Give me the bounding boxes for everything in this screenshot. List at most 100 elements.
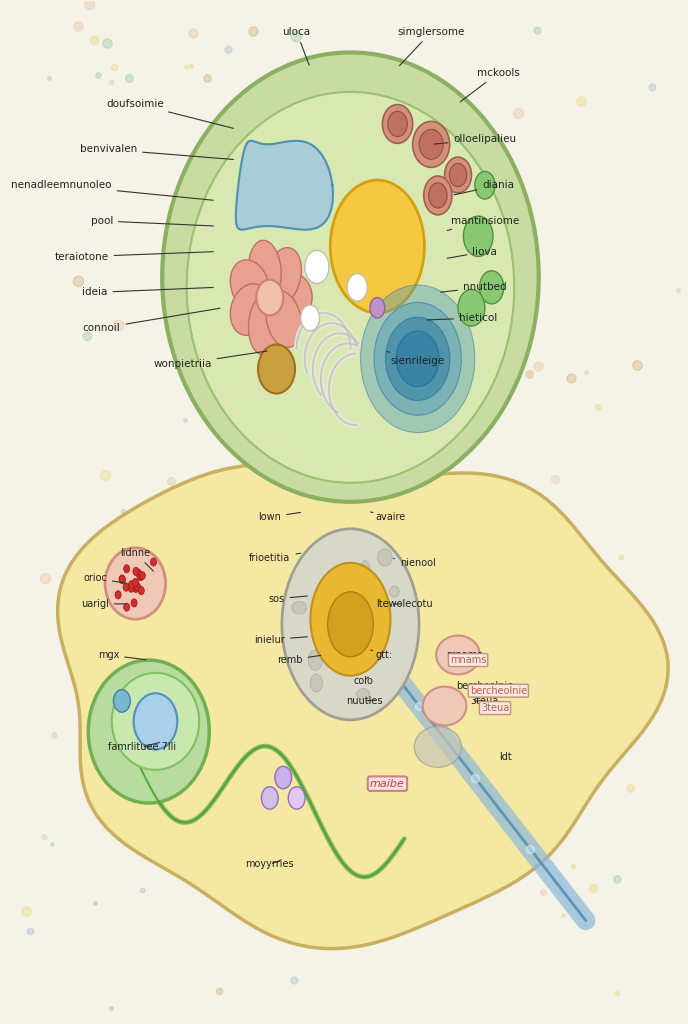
Ellipse shape bbox=[449, 164, 466, 186]
Text: olloelipalieu: olloelipalieu bbox=[434, 134, 517, 144]
Text: diania: diania bbox=[454, 180, 515, 195]
Text: nenadleemnunoleo: nenadleemnunoleo bbox=[11, 180, 213, 201]
Ellipse shape bbox=[310, 563, 391, 676]
Text: doufsoimie: doufsoimie bbox=[107, 98, 233, 128]
Ellipse shape bbox=[458, 290, 485, 326]
Text: benvivalen: benvivalen bbox=[80, 144, 233, 160]
Text: frioetitia: frioetitia bbox=[249, 553, 301, 563]
Ellipse shape bbox=[330, 180, 424, 313]
Ellipse shape bbox=[429, 183, 447, 208]
Text: bercheolnie: bercheolnie bbox=[470, 686, 527, 695]
Ellipse shape bbox=[257, 280, 283, 315]
Text: maibe: maibe bbox=[376, 777, 406, 787]
Ellipse shape bbox=[419, 129, 443, 160]
Text: 3teua: 3teua bbox=[471, 696, 499, 706]
Ellipse shape bbox=[111, 673, 200, 770]
Ellipse shape bbox=[133, 579, 138, 587]
Ellipse shape bbox=[275, 766, 292, 788]
Ellipse shape bbox=[258, 344, 295, 393]
Ellipse shape bbox=[422, 687, 466, 725]
Text: lidnne: lidnne bbox=[120, 548, 153, 571]
Ellipse shape bbox=[135, 583, 140, 591]
Ellipse shape bbox=[374, 302, 462, 416]
Ellipse shape bbox=[120, 575, 125, 584]
Text: uarigl: uarigl bbox=[81, 599, 126, 609]
Text: famrlituee 7lli: famrlituee 7lli bbox=[108, 741, 176, 752]
Ellipse shape bbox=[356, 688, 370, 699]
Ellipse shape bbox=[129, 581, 135, 589]
Text: mckools: mckools bbox=[460, 68, 520, 101]
Ellipse shape bbox=[305, 250, 329, 284]
Text: uloca: uloca bbox=[283, 27, 311, 66]
Text: ltewolecotu: ltewolecotu bbox=[376, 599, 433, 609]
Ellipse shape bbox=[248, 294, 281, 354]
Ellipse shape bbox=[370, 298, 385, 318]
Ellipse shape bbox=[133, 585, 139, 593]
Ellipse shape bbox=[133, 693, 178, 750]
Ellipse shape bbox=[133, 567, 139, 575]
Text: gtt:: gtt: bbox=[371, 650, 393, 660]
Text: bercheolnie: bercheolnie bbox=[456, 681, 513, 690]
Ellipse shape bbox=[321, 604, 335, 621]
Ellipse shape bbox=[123, 583, 129, 591]
Ellipse shape bbox=[230, 260, 269, 311]
Ellipse shape bbox=[266, 248, 301, 304]
Text: pool: pool bbox=[91, 216, 213, 226]
Polygon shape bbox=[58, 465, 668, 948]
Text: remb: remb bbox=[277, 655, 321, 665]
Ellipse shape bbox=[327, 592, 374, 656]
Ellipse shape bbox=[383, 104, 413, 143]
Ellipse shape bbox=[162, 52, 539, 502]
Ellipse shape bbox=[139, 571, 145, 580]
Text: ideia: ideia bbox=[83, 288, 213, 297]
Ellipse shape bbox=[119, 574, 125, 583]
Ellipse shape bbox=[480, 270, 504, 304]
Ellipse shape bbox=[128, 584, 134, 592]
Ellipse shape bbox=[88, 660, 209, 803]
Text: nnutbed: nnutbed bbox=[440, 283, 507, 292]
Ellipse shape bbox=[105, 548, 166, 620]
Ellipse shape bbox=[261, 786, 278, 809]
Ellipse shape bbox=[388, 112, 407, 136]
Ellipse shape bbox=[308, 650, 323, 671]
Text: mantinsiome: mantinsiome bbox=[447, 216, 519, 230]
Ellipse shape bbox=[301, 305, 319, 331]
Ellipse shape bbox=[361, 560, 370, 579]
Ellipse shape bbox=[248, 241, 281, 301]
Text: orioc: orioc bbox=[83, 573, 126, 584]
Ellipse shape bbox=[424, 176, 452, 215]
Ellipse shape bbox=[272, 273, 312, 323]
Text: moyyrries: moyyrries bbox=[246, 859, 294, 869]
Text: ldt: ldt bbox=[499, 752, 511, 762]
Text: teraiotone: teraiotone bbox=[54, 252, 213, 262]
Text: 3teua: 3teua bbox=[481, 703, 509, 713]
Ellipse shape bbox=[385, 317, 450, 400]
Ellipse shape bbox=[396, 331, 439, 387]
Ellipse shape bbox=[124, 603, 130, 611]
Text: wonpietriia: wonpietriia bbox=[153, 351, 267, 369]
Text: inielur: inielur bbox=[255, 635, 308, 645]
Ellipse shape bbox=[413, 122, 450, 167]
Ellipse shape bbox=[138, 587, 144, 595]
Ellipse shape bbox=[288, 786, 305, 809]
Ellipse shape bbox=[282, 528, 419, 720]
Text: mgx: mgx bbox=[98, 650, 146, 660]
Ellipse shape bbox=[151, 558, 157, 566]
Text: mnams: mnams bbox=[447, 650, 483, 660]
Ellipse shape bbox=[114, 690, 130, 712]
Text: hieticol: hieticol bbox=[427, 313, 497, 323]
Ellipse shape bbox=[347, 273, 367, 301]
Ellipse shape bbox=[124, 564, 130, 572]
Ellipse shape bbox=[292, 601, 307, 614]
Ellipse shape bbox=[464, 216, 493, 256]
Ellipse shape bbox=[266, 291, 301, 347]
Text: avaire: avaire bbox=[371, 512, 406, 522]
Ellipse shape bbox=[186, 92, 514, 482]
Ellipse shape bbox=[115, 591, 121, 599]
Ellipse shape bbox=[436, 636, 480, 675]
Text: maibe: maibe bbox=[370, 778, 405, 788]
Text: sienrileige: sienrileige bbox=[387, 351, 445, 366]
Ellipse shape bbox=[310, 674, 323, 692]
Ellipse shape bbox=[414, 726, 462, 767]
Text: liova: liova bbox=[447, 247, 497, 258]
